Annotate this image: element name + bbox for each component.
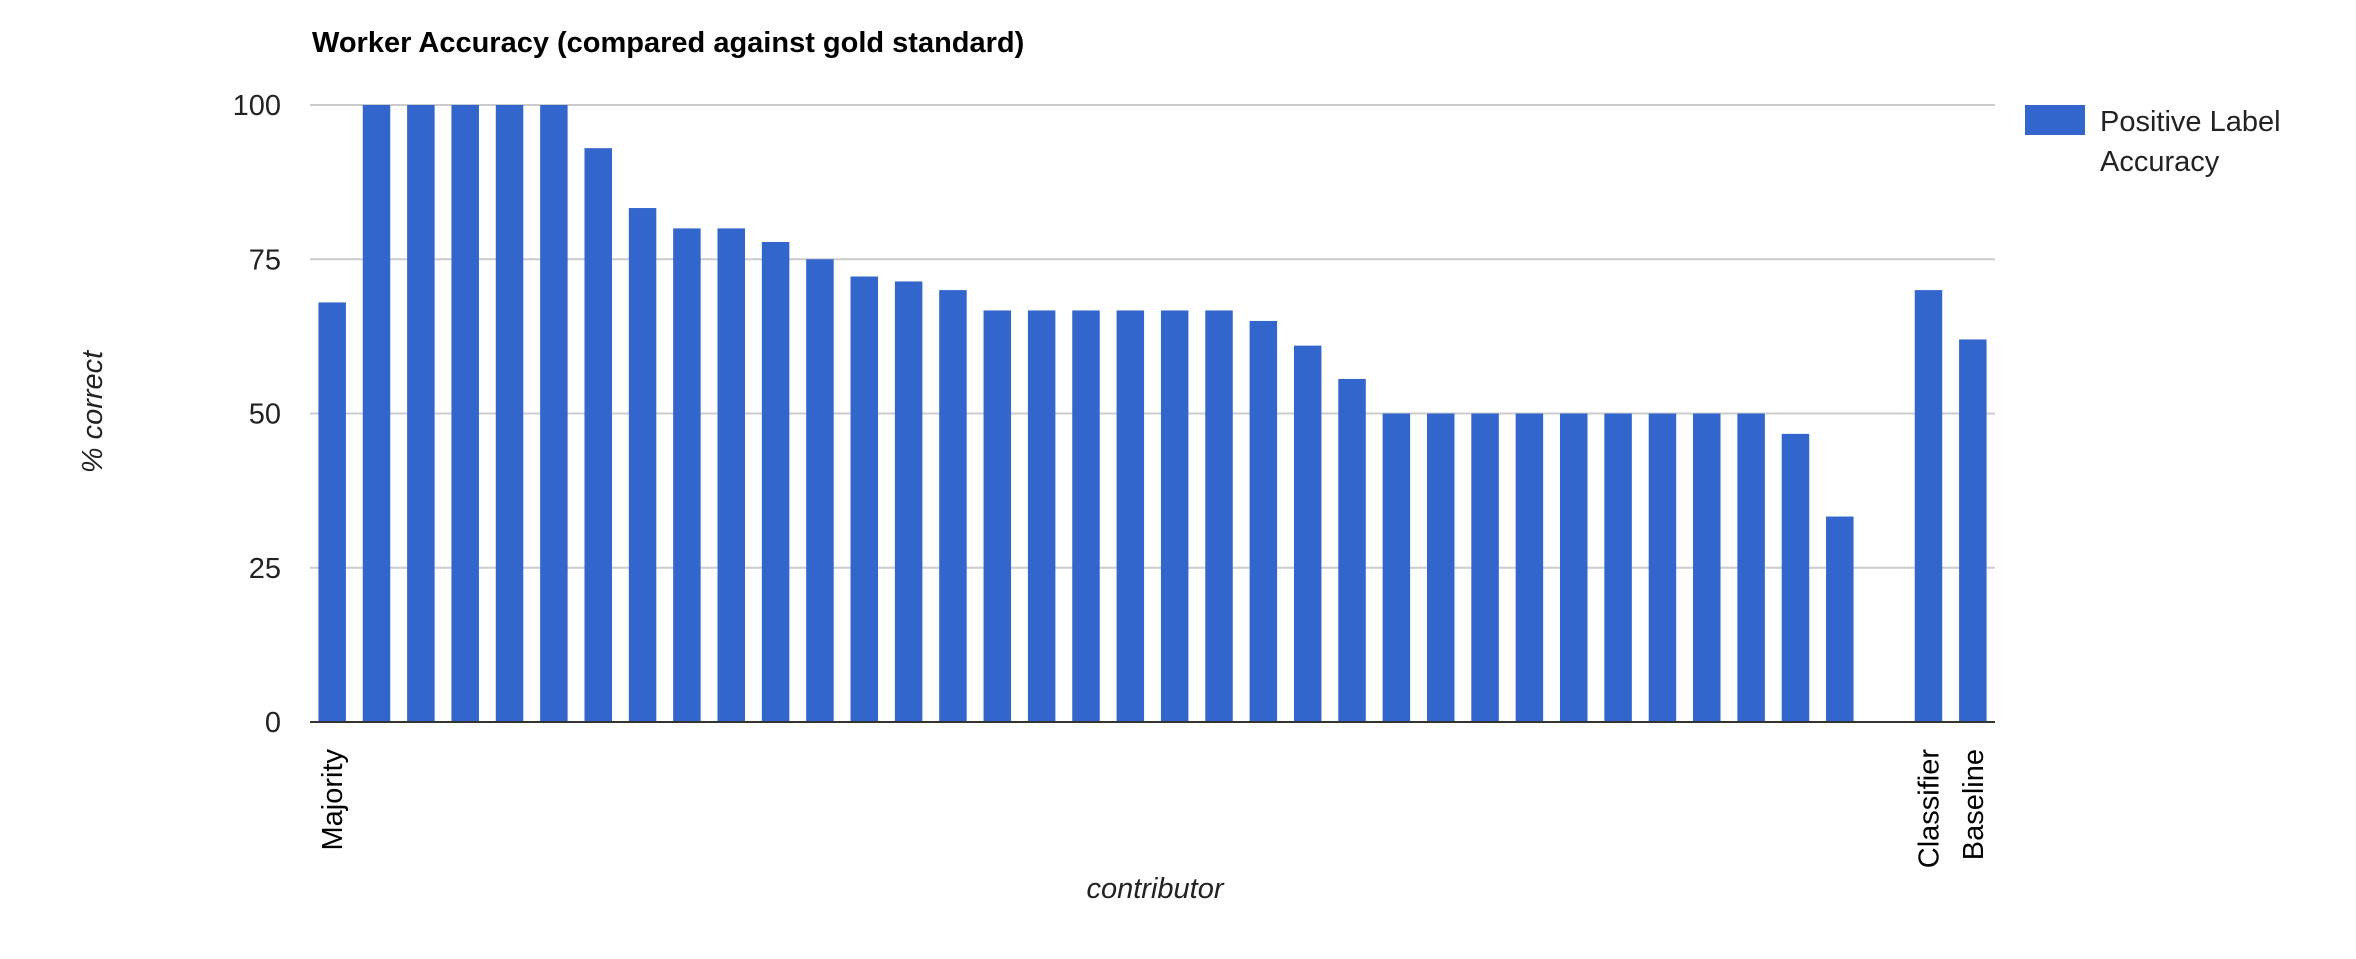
bar bbox=[1116, 310, 1145, 722]
x-category-label: Baseline bbox=[1958, 749, 1990, 860]
bar bbox=[1338, 378, 1366, 722]
bar bbox=[761, 241, 790, 722]
y-tick-label: 50 bbox=[249, 399, 281, 431]
bar bbox=[1072, 310, 1100, 722]
bar bbox=[1027, 310, 1056, 722]
x-category-label: Classifier bbox=[1913, 749, 1945, 869]
legend-swatch bbox=[2025, 105, 2085, 135]
bar bbox=[318, 302, 346, 722]
legend-label: Positive Label Accuracy bbox=[2100, 106, 2281, 178]
bar bbox=[1426, 413, 1455, 722]
bar bbox=[1604, 413, 1632, 722]
bar bbox=[1959, 339, 1987, 722]
y-axis-title: % correct bbox=[77, 349, 109, 473]
bar bbox=[407, 105, 435, 722]
bar bbox=[1826, 516, 1854, 722]
bar bbox=[806, 259, 834, 722]
bar bbox=[1560, 413, 1588, 722]
bar bbox=[717, 228, 745, 722]
y-tick-label: 25 bbox=[249, 553, 281, 585]
y-tick-label: 100 bbox=[233, 90, 281, 122]
y-tick-label: 0 bbox=[265, 707, 281, 739]
x-axis-title: contributor bbox=[1086, 873, 1224, 905]
legend: Positive Label Accuracy bbox=[2025, 105, 2281, 178]
bar bbox=[1160, 310, 1189, 722]
bar bbox=[628, 208, 657, 722]
bar bbox=[1293, 345, 1322, 722]
bar bbox=[362, 105, 391, 722]
bar bbox=[1205, 310, 1233, 722]
bar bbox=[1471, 413, 1499, 722]
bar bbox=[1382, 413, 1411, 722]
bars bbox=[318, 105, 1987, 722]
bar bbox=[1914, 290, 1943, 722]
bar bbox=[1693, 413, 1721, 722]
bar bbox=[584, 148, 612, 722]
bar bbox=[1515, 413, 1544, 722]
bar bbox=[1648, 413, 1677, 722]
x-category-label: Majority bbox=[317, 749, 349, 851]
bar bbox=[1781, 433, 1810, 722]
bar bbox=[540, 105, 568, 722]
bar bbox=[939, 290, 967, 722]
y-tick-label: 75 bbox=[249, 244, 281, 276]
bar bbox=[894, 281, 923, 722]
x-axis-category-labels: Majority Classifier Baseline bbox=[317, 749, 1990, 869]
bar bbox=[1737, 413, 1765, 722]
bar bbox=[1249, 320, 1278, 722]
y-axis-ticks: 0 25 50 75 100 bbox=[233, 90, 281, 739]
bar bbox=[983, 310, 1012, 722]
bar bbox=[673, 228, 701, 722]
bar bbox=[451, 105, 479, 722]
chart-title: Worker Accuracy (compared against gold s… bbox=[312, 27, 1024, 59]
bar bbox=[495, 105, 524, 722]
bar bbox=[850, 276, 879, 722]
